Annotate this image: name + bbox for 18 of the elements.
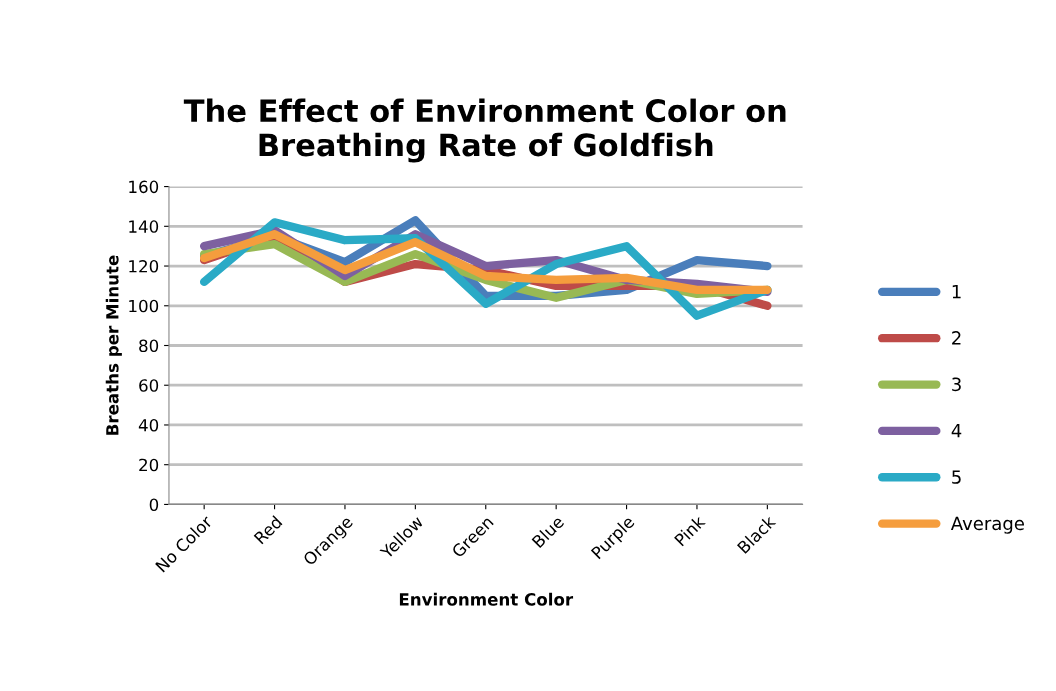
legend-label: 2 xyxy=(952,331,961,345)
y-tick-label: 20 xyxy=(139,458,159,472)
y-tick-label: 160 xyxy=(129,180,159,194)
legend-label: 4 xyxy=(951,424,962,438)
chart-title: The Effect of Environment Color on Breathing Rate of Goldfish xyxy=(183,98,786,163)
y-tick-label: 120 xyxy=(129,260,159,273)
y-tick-label: 0 xyxy=(149,498,159,511)
y-tick-label: 100 xyxy=(129,299,159,313)
y-tick-label: 60 xyxy=(139,379,159,392)
legend-label: 5 xyxy=(952,470,961,484)
y-tick-label: 140 xyxy=(129,220,159,233)
y-tick-label: 80 xyxy=(139,339,159,353)
x-axis-title: Environment Color xyxy=(399,592,574,606)
y-tick-label: 40 xyxy=(138,418,159,432)
y-axis-title: Breaths per Minute xyxy=(105,255,122,435)
legend-label: Average xyxy=(950,516,1024,534)
legend-label: 1 xyxy=(952,284,961,299)
legend-label: 3 xyxy=(952,377,961,392)
